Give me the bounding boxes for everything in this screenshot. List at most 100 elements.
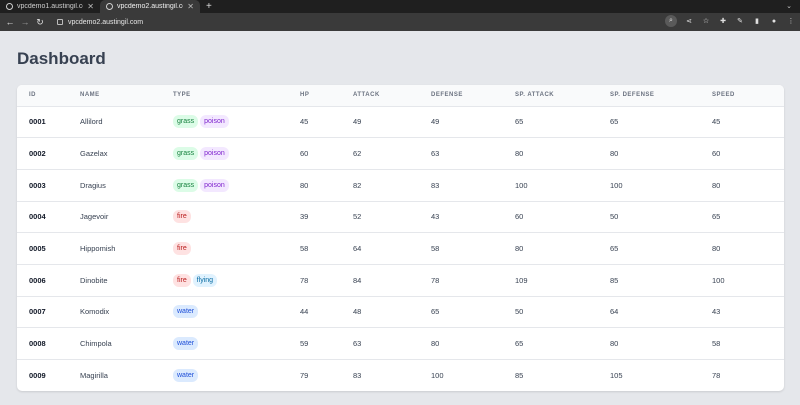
cell-speed: 43 [712, 307, 721, 317]
type-badge: fire [173, 242, 191, 256]
cell-hp: 58 [300, 244, 309, 254]
type-badge: flying [192, 273, 218, 287]
cell-sp-attack: 65 [515, 339, 524, 349]
new-tab-button[interactable]: + [206, 1, 212, 12]
reload-icon[interactable]: ↻ [36, 16, 44, 27]
table-row[interactable]: 0008 Chimpola water 59 63 80 65 80 58 [17, 328, 784, 360]
type-badge: water [173, 337, 199, 351]
browser-toolbar: ⌕ ⋖ ☆ ✚ ✎ ▮ ● ⋮ [665, 15, 796, 27]
pokemon-table: ID NAME TYPE HP ATTACK DEFENSE SP. ATTAC… [17, 85, 784, 391]
browser-tab-2[interactable]: vpcdemo2.austingil.com ✕ [100, 0, 200, 13]
cell-attack: 49 [353, 117, 362, 127]
table-row[interactable]: 0007 Komodix water 44 48 65 50 64 43 [17, 296, 784, 328]
cell-sp-defense: 50 [610, 212, 619, 222]
table-row[interactable]: 0002 Gazelax grass poison 60 62 63 80 80 60 [17, 138, 784, 170]
cell-defense: 83 [431, 180, 440, 190]
cell-sp-defense: 80 [610, 149, 619, 159]
type-badge: fire [173, 273, 191, 287]
page-title: Dashboard [17, 49, 106, 68]
table-row[interactable]: 0001 Allilord grass poison 45 49 49 65 65 45 [17, 106, 784, 138]
cell-sp-defense: 65 [610, 117, 619, 127]
dashboard-card: ID NAME TYPE HP ATTACK DEFENSE SP. ATTAC… [17, 85, 784, 392]
sidepanel-icon[interactable]: ▮ [755, 18, 759, 25]
profile-icon[interactable]: ● [771, 17, 777, 25]
cell-attack: 82 [353, 180, 362, 190]
cell-sp-defense: 65 [610, 244, 619, 254]
cell-hp: 80 [300, 180, 309, 190]
table-row[interactable]: 0006 Dinobite fire flying 78 84 78 109 85 100 [17, 264, 784, 297]
cell-defense: 43 [431, 212, 440, 222]
type-badge: water [173, 369, 199, 383]
cell-speed: 65 [712, 212, 721, 222]
cell-id: 0003 [29, 180, 46, 190]
cell-name: Magirilla [80, 371, 108, 381]
search-icon[interactable]: ⌕ [665, 15, 677, 27]
chevron-down-icon[interactable]: ⌄ [786, 3, 792, 10]
cell-id: 0008 [29, 339, 46, 349]
table-row[interactable]: 0003 Dragius grass poison 80 82 83 100 100 80 [17, 169, 784, 202]
globe-icon [106, 3, 113, 10]
table-row[interactable]: 0009 Magirilla water 79 83 100 85 105 78 [17, 360, 784, 392]
cell-sp-attack: 100 [515, 180, 528, 190]
browser-tab-bar: vpcdemo1.austingil.com ✕ vpcdemo2.austin… [0, 0, 800, 13]
type-badge: grass [173, 115, 199, 129]
cell-attack: 62 [353, 149, 362, 159]
cell-hp: 39 [300, 212, 309, 222]
cell-sp-defense: 100 [610, 180, 623, 190]
table-header: ID NAME TYPE HP ATTACK DEFENSE SP. ATTAC… [17, 85, 784, 107]
cell-name: Dinobite [80, 275, 108, 285]
cell-sp-defense: 85 [610, 275, 619, 285]
extensions-icon[interactable]: ✚ [720, 18, 726, 25]
cell-sp-attack: 80 [515, 244, 524, 254]
url-text: vpcdemo2.austingil.com [68, 18, 144, 26]
cell-attack: 48 [353, 307, 362, 317]
site-info-icon[interactable] [57, 19, 63, 25]
column-header-type: TYPE [173, 85, 300, 107]
column-header-sp-defense: SP. DEFENSE [610, 85, 712, 107]
menu-icon[interactable]: ⋮ [787, 18, 795, 25]
globe-icon [6, 3, 13, 10]
share-icon[interactable]: ⋖ [686, 18, 692, 25]
cell-id: 0006 [29, 275, 46, 285]
cell-type: water [173, 296, 300, 328]
cell-defense: 78 [431, 275, 440, 285]
browser-tab-1[interactable]: vpcdemo1.austingil.com ✕ [0, 0, 100, 13]
cell-name: Allilord [80, 117, 103, 127]
cell-id: 0004 [29, 212, 46, 222]
column-header-speed: SPEED [712, 85, 784, 107]
cell-hp: 78 [300, 275, 309, 285]
table-row[interactable]: 0004 Jagevoir fire 39 52 43 60 50 65 [17, 201, 784, 233]
cell-type: grass poison [173, 169, 300, 201]
cell-hp: 45 [300, 117, 309, 127]
cell-speed: 58 [712, 339, 721, 349]
cell-speed: 45 [712, 117, 721, 127]
page-content: Dashboard ID NAME TYPE HP ATTACK DEFENSE… [0, 48, 800, 392]
cell-sp-attack: 80 [515, 149, 524, 159]
cell-attack: 63 [353, 339, 362, 349]
star-icon[interactable]: ☆ [702, 18, 710, 25]
cell-type: fire [173, 233, 300, 265]
cell-name: Gazelax [80, 149, 108, 159]
browser-address-bar: ← → ↻ vpcdemo2.austingil.com ⌕ ⋖ ☆ ✚ ✎ ▮… [0, 13, 800, 31]
column-header-attack: ATTACK [353, 85, 431, 107]
close-icon[interactable]: ✕ [187, 2, 194, 11]
table-row[interactable]: 0005 Hippomish fire 58 64 58 80 65 80 [17, 233, 784, 265]
type-badge: poison [200, 147, 229, 161]
type-badge: grass [173, 147, 199, 161]
column-header-defense: DEFENSE [431, 85, 515, 107]
back-icon[interactable]: ← [5, 17, 15, 27]
cell-id: 0007 [29, 307, 46, 317]
cell-id: 0002 [29, 149, 46, 159]
forward-icon[interactable]: → [20, 17, 30, 27]
pin-icon[interactable]: ✎ [737, 18, 743, 25]
cell-sp-attack: 65 [515, 117, 524, 127]
cell-sp-defense: 105 [610, 371, 623, 381]
cell-defense: 63 [431, 149, 440, 159]
cell-speed: 60 [712, 149, 721, 159]
cell-attack: 83 [353, 371, 362, 381]
url-input[interactable]: vpcdemo2.austingil.com [49, 16, 796, 29]
column-header-hp: HP [300, 85, 353, 107]
cell-type: grass poison [173, 138, 300, 170]
close-icon[interactable]: ✕ [87, 2, 94, 11]
cell-sp-attack: 50 [515, 307, 524, 317]
